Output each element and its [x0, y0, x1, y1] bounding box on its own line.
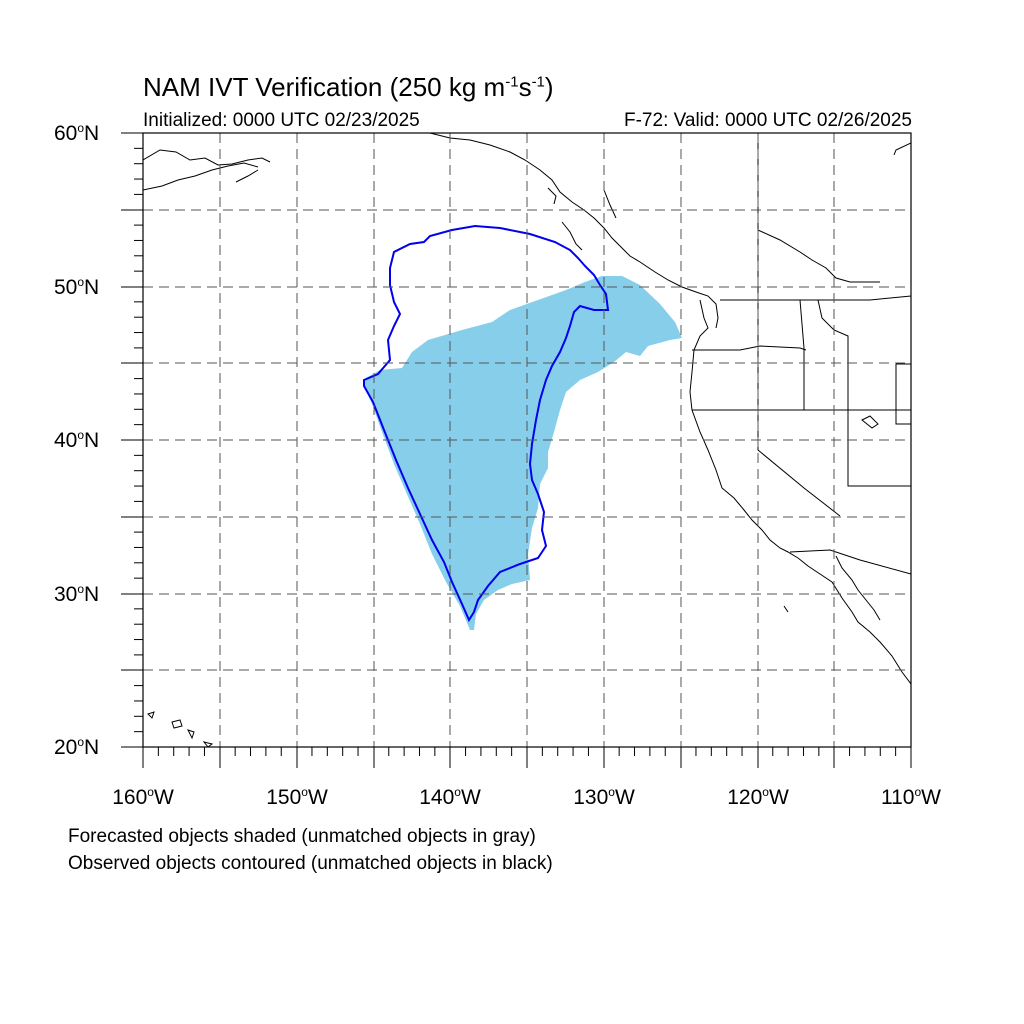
note-forecast-shading: Forecasted objects shaded (unmatched obj…: [68, 826, 536, 847]
lon-label-140w: 140oW: [419, 785, 481, 809]
lon-label-110w: 110oW: [881, 785, 941, 809]
lon-label-130w: 130oW: [573, 785, 635, 809]
chart-title: NAM IVT Verification (250 kg m-1s-1): [143, 72, 554, 102]
valid-time: F-72: Valid: 0000 UTC 02/26/2025: [624, 110, 912, 131]
lat-label-40n: 40oN: [54, 428, 100, 452]
lon-label-150w: 150oW: [266, 785, 328, 809]
note-observed-contour: Observed objects contoured (unmatched ob…: [68, 853, 553, 874]
lat-label-20n: 20oN: [54, 735, 100, 759]
axis-ticks: [121, 132, 912, 768]
initialized-time: Initialized: 0000 UTC 02/23/2025: [143, 110, 420, 131]
lat-label-50n: 50oN: [54, 275, 100, 299]
observed-ivt-contour: [363, 224, 610, 623]
forecast-ivt-object: [364, 276, 682, 630]
lat-lon-grid: [143, 133, 911, 747]
lat-label-60n: 60oN: [54, 121, 100, 145]
minor-ticks: [134, 147, 897, 756]
lat-label-30n: 30oN: [54, 582, 100, 606]
coastlines: [143, 133, 911, 747]
lon-label-160w: 160oW: [112, 785, 174, 809]
lon-label-120w: 120oW: [727, 785, 789, 809]
